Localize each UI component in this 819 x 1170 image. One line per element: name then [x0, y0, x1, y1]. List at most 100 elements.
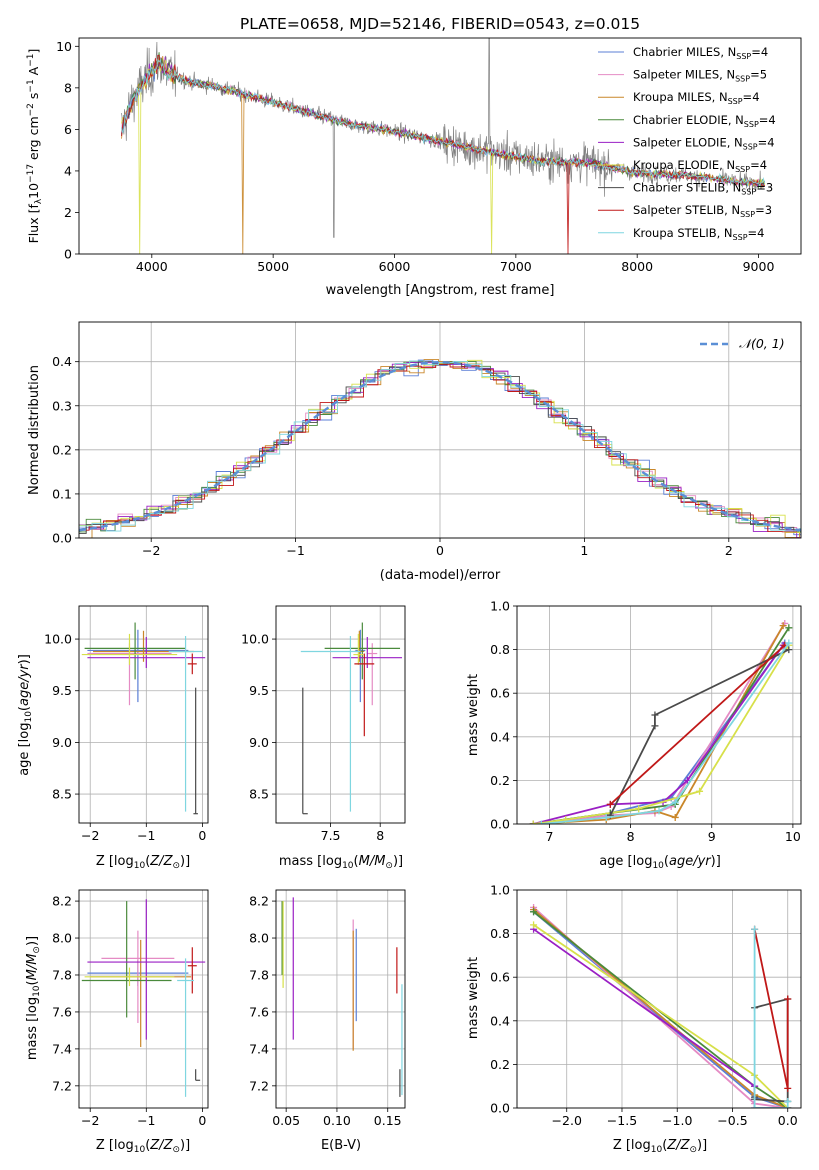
- legend-nssp-value: 4: [757, 226, 764, 240]
- age-vs-z-plot: −2 −1 0 8.5 9.0 9.5 10.0: [44, 605, 209, 843]
- legend-nssp-sub: SSP: [735, 165, 750, 174]
- legend-nssp-prefix: , N: [717, 226, 733, 240]
- x-tick-label: 9: [708, 829, 716, 844]
- plus-marker: [784, 1104, 792, 1108]
- errorbar-point-salpeter-miles: [367, 643, 378, 706]
- errorbar-group: [281, 897, 403, 1097]
- plus-marker: [785, 624, 793, 632]
- legend-nssp-value: 5: [760, 68, 767, 82]
- legend-name: Salpeter MILES: [633, 68, 719, 82]
- plus-marker: [537, 820, 545, 824]
- errorbar-point-salpeter-stelib: [187, 947, 197, 994]
- errorbar-point-salpeter-elodie: [332, 637, 403, 668]
- axes-frame: [78, 605, 209, 824]
- legend-nssp-value: 4: [768, 113, 775, 127]
- y-tick-label: 0.4: [52, 354, 72, 369]
- x-tick-label: −2: [81, 1113, 99, 1128]
- histogram-lines: [79, 359, 801, 538]
- age-vs-mass-plot: 7.5 8 8.5 9.0 9.5 10.0: [241, 605, 406, 843]
- errorbar-point-salpeter-stelib: [354, 653, 375, 737]
- residuals-panel: Normed distribution −2 −1 0 1 2 0.0 0.1 0.2 0.3 0…: [27, 321, 802, 583]
- legend-nssp-prefix: , N: [719, 68, 735, 82]
- mw-vs-age-panel: mass weight 7 8 9 10 0.0 0.2 0.4 0.6 0.8 1.0 age …: [466, 599, 802, 871]
- mass-vs-z-plot: −2 −1 0 7.2 7.4 7.6 7.8 8.0 8.2: [52, 889, 209, 1128]
- z-xlabel-1: Z [log10(Z/Z⊙)]: [96, 854, 190, 871]
- y-tick-label: 0.0: [490, 817, 510, 832]
- x-tick-label: 1: [580, 543, 588, 558]
- legend-label: Chabrier STELIB, NSSP=3: [633, 181, 773, 197]
- y-tick-label: 9.5: [52, 683, 72, 698]
- legend-label: Chabrier ELODIE, NSSP=4: [633, 113, 776, 129]
- legend-name: Chabrier MILES: [633, 45, 720, 59]
- legend-nssp-eq: =: [759, 113, 769, 127]
- y-tick-label: 9.0: [52, 735, 72, 750]
- legend-label: Salpeter ELODIE, NSSP=4: [633, 135, 775, 151]
- errorbar-point-chabrier-miles: [87, 629, 189, 703]
- mass-xlabel-1: mass [log10(M/M⊙)]: [279, 854, 403, 871]
- spectrum-plot: 4000 5000 6000 7000 8000 9000 0 2 4 6 8 10 Chabrier …: [56, 37, 802, 274]
- axes-frame: [516, 605, 802, 825]
- legend-nssp-value: 4: [761, 45, 768, 59]
- legend-nssp-eq: =: [748, 226, 758, 240]
- mass-weight-line-kroupa-miles: [533, 908, 789, 1108]
- y-tick-label: 7.2: [52, 1078, 72, 1093]
- x-tick-label: 6000: [379, 259, 411, 274]
- plus-marker: [671, 798, 679, 806]
- y-tick-label: 7.4: [249, 1041, 269, 1056]
- legend-nssp-sub: SSP: [744, 120, 759, 129]
- mass-weight-line-kroupa-stelib: [541, 642, 790, 824]
- line-group: [530, 903, 792, 1108]
- y-tick-label: 0.2: [52, 442, 72, 457]
- ebv-xlabel: E(B-V): [321, 1138, 361, 1153]
- legend-name: Salpeter ELODIE: [633, 135, 727, 149]
- y-tick-label: 9.5: [249, 683, 269, 698]
- residuals-plot: −2 −1 0 1 2 0.0 0.1 0.2 0.3 0.4 𝒩(0, 1): [52, 321, 802, 558]
- axes-frame: [78, 889, 209, 1109]
- x-tick-label: −1.5: [607, 1113, 637, 1128]
- y-tick-label: 10.0: [44, 632, 72, 647]
- y-tick-label: 10: [56, 39, 72, 54]
- y-tick-label: 7.8: [249, 967, 269, 982]
- x-tick-label: −1: [137, 828, 155, 843]
- errorbar-point-chabrier-elodie: [84, 622, 186, 680]
- legend-name: Kroupa MILES: [633, 90, 712, 104]
- y-tick-label: 0.4: [490, 1013, 510, 1028]
- y-tick-label: 7.8: [52, 967, 72, 982]
- errorbar-point-kroupa-elodie: [81, 633, 178, 665]
- errorbar-point-salpeter-elodie: [87, 637, 206, 668]
- legend-label: Kroupa STELIB, NSSP=4: [633, 226, 765, 242]
- spectrum-panel: Flux [fλ10−17 erg cm−2 s−1 A−1] 4000 5000…: [26, 37, 802, 298]
- residuals-xlabel: (data-model)/error: [380, 568, 501, 583]
- x-tick-label: −2: [81, 828, 99, 843]
- mass-weight-line-kroupa-miles: [533, 625, 784, 824]
- x-tick-label: 8000: [621, 259, 653, 274]
- plus-marker: [651, 722, 659, 730]
- legend-label: Salpeter STELIB, NSSP=3: [633, 203, 772, 219]
- errorbar-point-salpeter-elodie: [87, 899, 206, 1040]
- axes-frame: [275, 889, 406, 1109]
- legend-label: Kroupa ELODIE, NSSP=4: [633, 158, 767, 174]
- errorbar-point-kroupa-miles: [90, 939, 192, 1048]
- legend-nssp-value: 4: [752, 90, 759, 104]
- plus-marker: [779, 622, 787, 630]
- legend-name: Chabrier STELIB: [633, 181, 725, 195]
- legend-name: Salpeter STELIB: [633, 203, 724, 217]
- plus-marker: [784, 995, 792, 1003]
- axes-frame: [275, 605, 406, 824]
- x-tick-label: 0.05: [272, 1113, 300, 1128]
- y-tick-label: 9.0: [249, 735, 269, 750]
- plus-marker: [530, 921, 538, 929]
- y-tick-label: 4: [64, 163, 72, 178]
- legend-nssp-value: 4: [767, 135, 774, 149]
- mass-ylabel: mass [log10(M/M⊙)]: [25, 936, 42, 1060]
- legend-nssp-sub: SSP: [743, 142, 758, 151]
- errorbar-point-salpeter-stelib: [187, 653, 197, 675]
- plus-marker: [784, 1084, 792, 1092]
- plus-marker: [785, 639, 793, 647]
- histogram-kroupa-stelib: [79, 360, 801, 532]
- x-tick-label: −2.0: [552, 1113, 582, 1128]
- x-tick-label: 0: [198, 828, 206, 843]
- mass-vs-ebv-plot: 0.05 0.10 0.15 7.2 7.4 7.6 7.8 8.0 8.2: [249, 889, 406, 1128]
- legend-nssp-value: 3: [766, 181, 773, 195]
- mw-vs-z-panel: mass weight −2.0 −1.5 −1.0 −0.5 0.0 0.0 0.2 0.4…: [466, 883, 802, 1155]
